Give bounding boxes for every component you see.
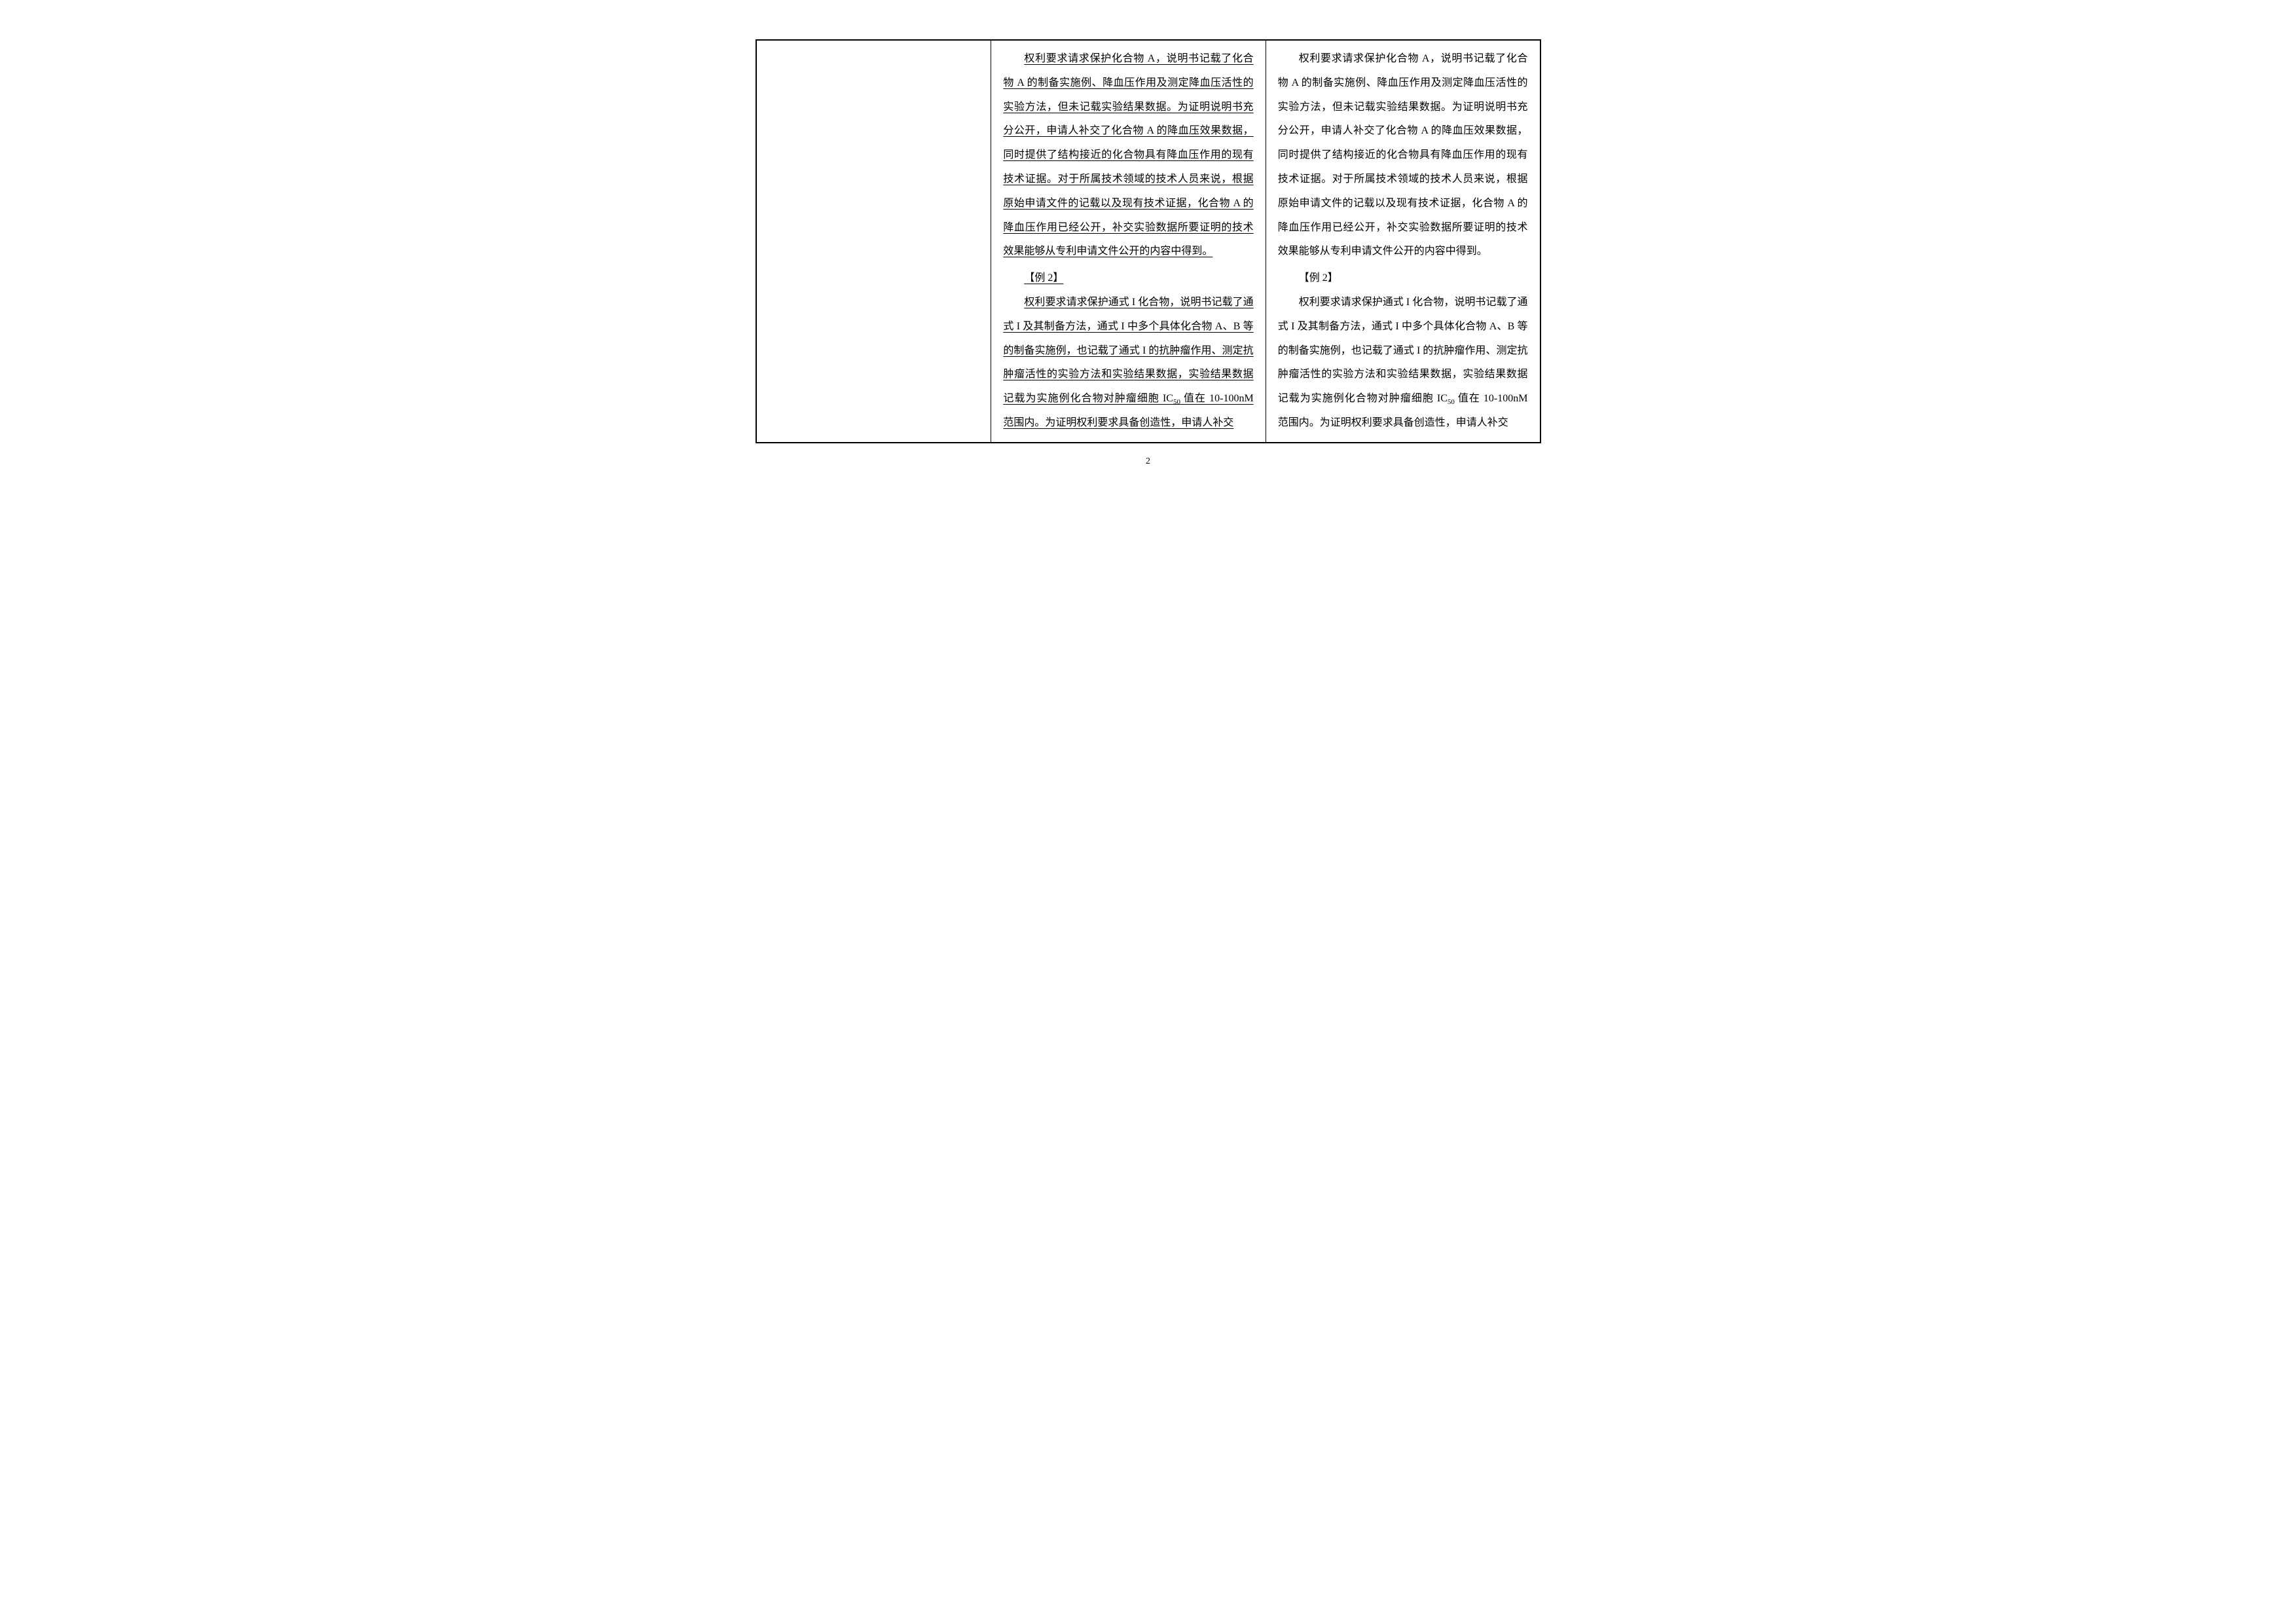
page-number: 2 [1146, 456, 1150, 467]
comparison-table: 权利要求请求保护化合物 A，说明书记载了化合物 A 的制备实施例、降血压作用及测… [756, 39, 1541, 443]
table-cell-mid: 权利要求请求保护化合物 A，说明书记载了化合物 A 的制备实施例、降血压作用及测… [991, 40, 1266, 443]
comparison-table-container: 权利要求请求保护化合物 A，说明书记载了化合物 A 的制备实施例、降血压作用及测… [756, 39, 1541, 443]
right-heading-2: 【例 2】 [1278, 267, 1528, 291]
right-content: 权利要求请求保护化合物 A，说明书记载了化合物 A 的制备实施例、降血压作用及测… [1278, 47, 1528, 435]
table-cell-left [756, 40, 991, 443]
table-row: 权利要求请求保护化合物 A，说明书记载了化合物 A 的制备实施例、降血压作用及测… [756, 40, 1540, 443]
right-para-2-before: 权利要求请求保护通式 I 化合物，说明书记载了通式 I 及其制备方法，通式 I … [1278, 297, 1528, 404]
mid-para-2: 权利要求请求保护通式 I 化合物，说明书记载了通式 I 及其制备方法，通式 I … [1003, 291, 1253, 435]
right-para-2: 权利要求请求保护通式 I 化合物，说明书记载了通式 I 及其制备方法，通式 I … [1278, 291, 1528, 435]
table-cell-right: 权利要求请求保护化合物 A，说明书记载了化合物 A 的制备实施例、降血压作用及测… [1266, 40, 1540, 443]
mid-para-2-sub: 50 [1173, 398, 1180, 406]
mid-content: 权利要求请求保护化合物 A，说明书记载了化合物 A 的制备实施例、降血压作用及测… [1003, 47, 1253, 435]
mid-para-2-before: 权利要求请求保护通式 I 化合物，说明书记载了通式 I 及其制备方法，通式 I … [1003, 297, 1253, 404]
mid-para-1: 权利要求请求保护化合物 A，说明书记载了化合物 A 的制备实施例、降血压作用及测… [1003, 47, 1253, 264]
right-para-2-sub: 50 [1448, 398, 1455, 406]
mid-heading-2: 【例 2】 [1003, 267, 1253, 291]
right-para-1: 权利要求请求保护化合物 A，说明书记载了化合物 A 的制备实施例、降血压作用及测… [1278, 47, 1528, 264]
